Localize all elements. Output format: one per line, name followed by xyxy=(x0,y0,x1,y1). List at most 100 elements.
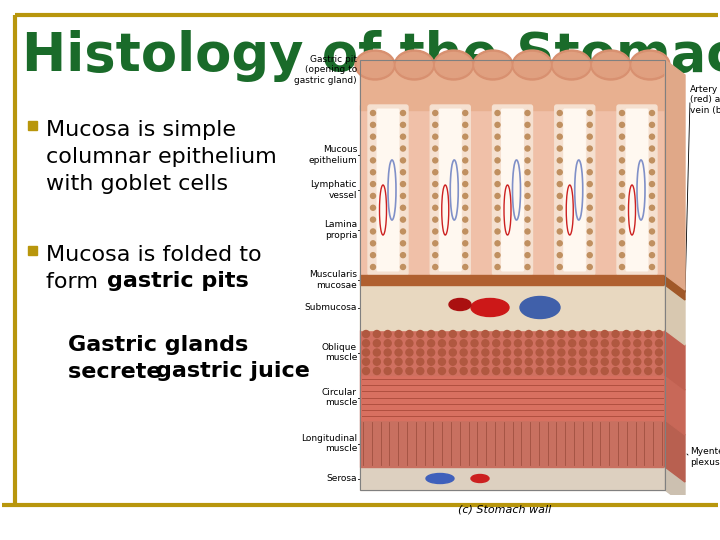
Circle shape xyxy=(588,111,593,116)
Circle shape xyxy=(395,358,402,365)
Circle shape xyxy=(460,340,467,347)
Circle shape xyxy=(400,134,405,139)
Circle shape xyxy=(492,340,500,347)
Circle shape xyxy=(371,193,376,198)
Circle shape xyxy=(449,330,456,338)
Text: Artery
(red) and
vein (blue): Artery (red) and vein (blue) xyxy=(690,85,720,115)
Circle shape xyxy=(655,368,662,375)
Circle shape xyxy=(623,330,630,338)
Circle shape xyxy=(649,123,654,127)
Circle shape xyxy=(526,330,532,338)
Circle shape xyxy=(619,134,624,139)
Circle shape xyxy=(371,241,376,246)
Circle shape xyxy=(463,265,468,269)
Ellipse shape xyxy=(630,50,670,80)
Circle shape xyxy=(525,181,530,187)
Circle shape xyxy=(649,253,654,258)
Circle shape xyxy=(428,340,435,347)
Circle shape xyxy=(525,253,530,258)
Circle shape xyxy=(395,340,402,347)
Ellipse shape xyxy=(396,52,432,78)
Circle shape xyxy=(655,330,662,338)
Circle shape xyxy=(495,205,500,210)
Ellipse shape xyxy=(593,52,629,78)
FancyBboxPatch shape xyxy=(502,109,523,271)
Circle shape xyxy=(623,349,630,356)
Circle shape xyxy=(588,181,593,187)
Circle shape xyxy=(482,340,489,347)
Circle shape xyxy=(495,253,500,258)
Circle shape xyxy=(514,358,521,365)
Text: Histology of the Stomach: Histology of the Stomach xyxy=(22,30,720,82)
Circle shape xyxy=(649,181,654,187)
FancyBboxPatch shape xyxy=(554,105,595,275)
Circle shape xyxy=(525,265,530,269)
Circle shape xyxy=(428,330,435,338)
Circle shape xyxy=(525,134,530,139)
Ellipse shape xyxy=(473,50,513,80)
Circle shape xyxy=(495,134,500,139)
Circle shape xyxy=(601,358,608,365)
Circle shape xyxy=(590,368,598,375)
Circle shape xyxy=(547,358,554,365)
Circle shape xyxy=(623,340,630,347)
Circle shape xyxy=(495,193,500,198)
Circle shape xyxy=(433,217,438,222)
Circle shape xyxy=(558,349,564,356)
Circle shape xyxy=(463,146,468,151)
Circle shape xyxy=(495,158,500,163)
Circle shape xyxy=(536,340,543,347)
Circle shape xyxy=(374,358,380,365)
Circle shape xyxy=(384,358,391,365)
Ellipse shape xyxy=(514,52,550,78)
Circle shape xyxy=(588,123,593,127)
Text: gastric pits: gastric pits xyxy=(107,271,248,291)
Circle shape xyxy=(569,330,576,338)
Circle shape xyxy=(449,358,456,365)
Bar xyxy=(360,420,665,467)
Circle shape xyxy=(463,158,468,163)
Circle shape xyxy=(649,217,654,222)
Circle shape xyxy=(495,229,500,234)
Circle shape xyxy=(588,170,593,175)
Circle shape xyxy=(619,181,624,187)
Circle shape xyxy=(417,368,424,375)
Circle shape xyxy=(362,349,369,356)
Ellipse shape xyxy=(590,50,631,80)
Circle shape xyxy=(400,111,405,116)
Circle shape xyxy=(371,205,376,210)
Circle shape xyxy=(588,158,593,163)
Bar xyxy=(360,275,665,285)
Circle shape xyxy=(495,265,500,269)
Circle shape xyxy=(438,358,446,365)
Circle shape xyxy=(557,158,562,163)
Circle shape xyxy=(580,368,587,375)
Circle shape xyxy=(495,123,500,127)
Circle shape xyxy=(471,368,478,375)
Text: gastric juice: gastric juice xyxy=(156,361,310,381)
Circle shape xyxy=(400,158,405,163)
Circle shape xyxy=(395,349,402,356)
Circle shape xyxy=(590,349,598,356)
Circle shape xyxy=(619,111,624,116)
Circle shape xyxy=(601,340,608,347)
Ellipse shape xyxy=(355,50,395,80)
Circle shape xyxy=(569,358,576,365)
Circle shape xyxy=(503,340,510,347)
Circle shape xyxy=(525,217,530,222)
Circle shape xyxy=(557,253,562,258)
Circle shape xyxy=(623,358,630,365)
Ellipse shape xyxy=(436,52,472,78)
FancyBboxPatch shape xyxy=(492,105,533,275)
Circle shape xyxy=(557,111,562,116)
Circle shape xyxy=(433,241,438,246)
Circle shape xyxy=(588,205,593,210)
Circle shape xyxy=(371,229,376,234)
Bar xyxy=(360,60,665,490)
Polygon shape xyxy=(665,285,685,345)
Circle shape xyxy=(400,217,405,222)
Circle shape xyxy=(433,123,438,127)
Circle shape xyxy=(433,265,438,269)
Circle shape xyxy=(463,205,468,210)
Circle shape xyxy=(400,253,405,258)
